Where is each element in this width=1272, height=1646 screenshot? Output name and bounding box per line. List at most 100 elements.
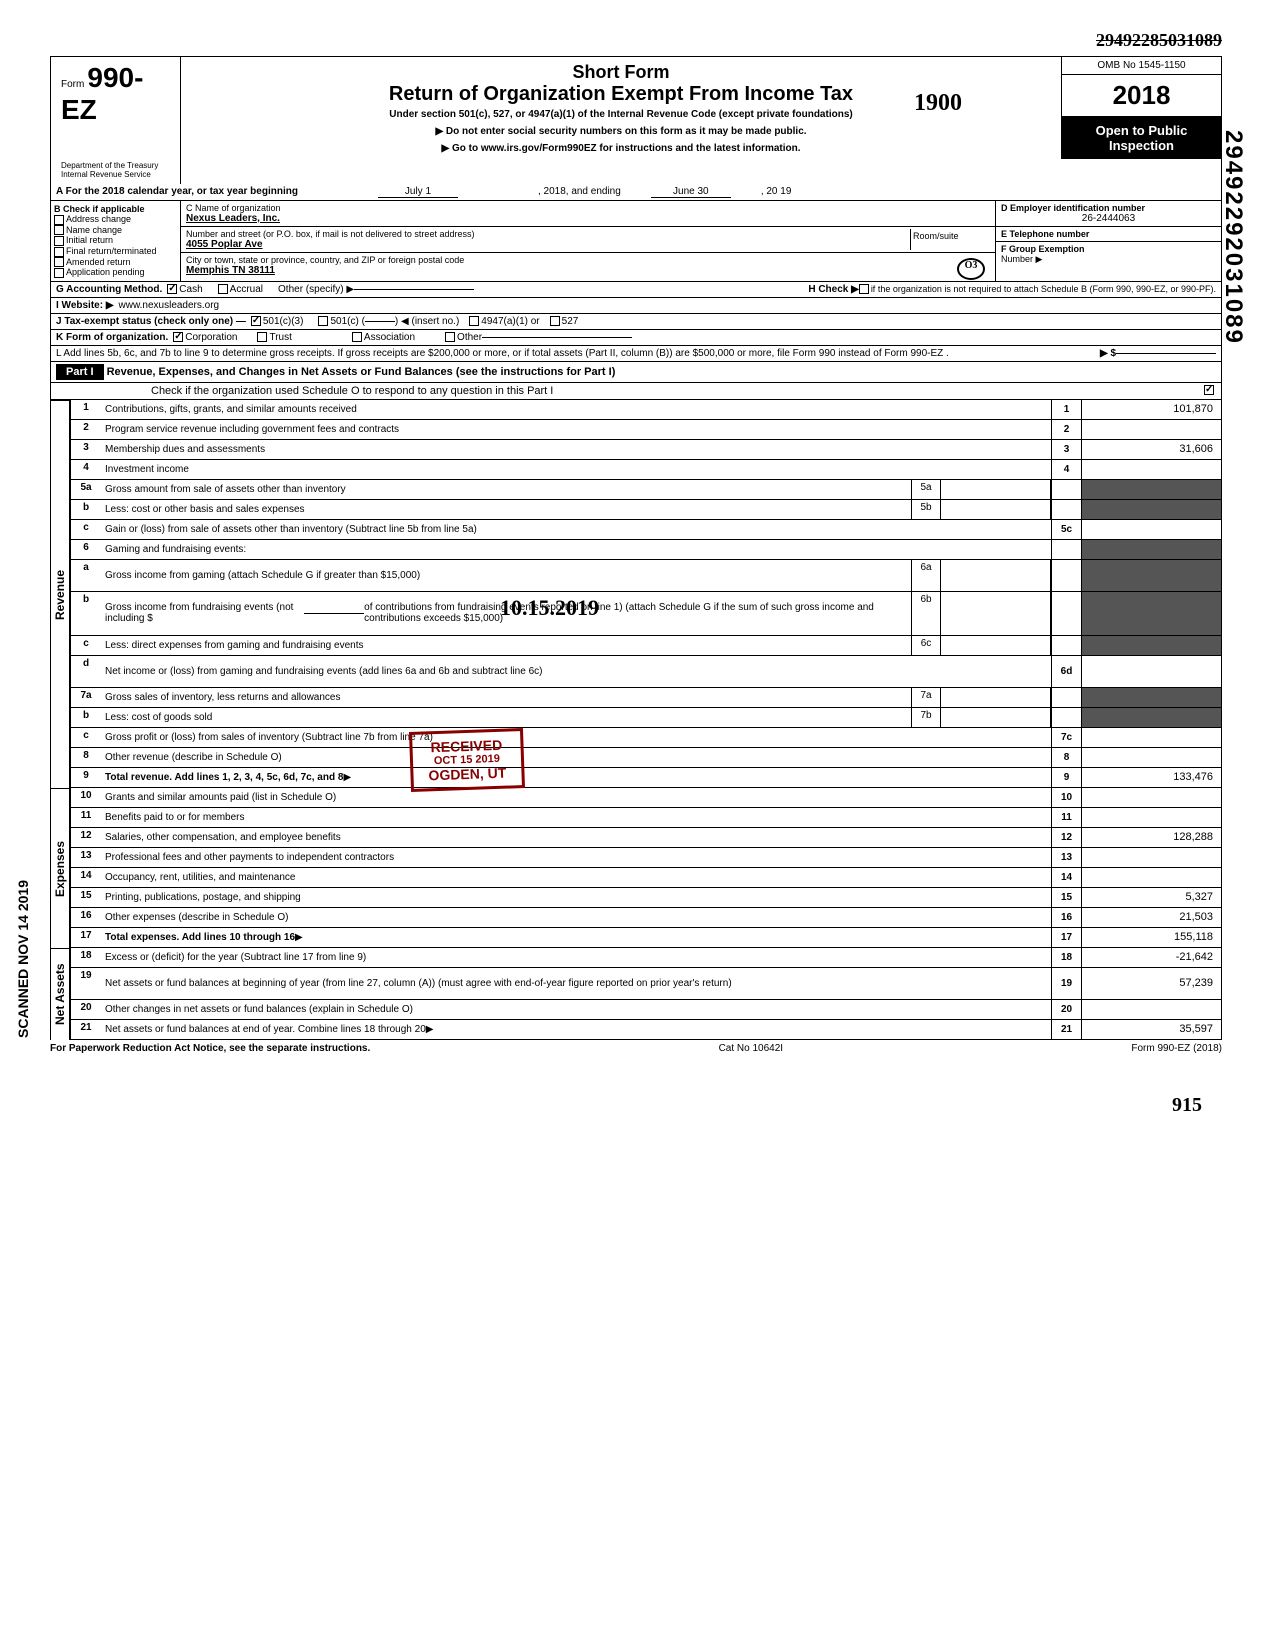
line-3-desc: Membership dues and assessments — [101, 440, 1051, 459]
line-g-h: G Accounting Method. Cash Accrual Other … — [50, 281, 1222, 298]
line-8-desc: Other revenue (describe in Schedule O) — [101, 748, 1051, 767]
line-6d-desc: Net income or (loss) from gaming and fun… — [101, 656, 1051, 687]
expenses-section: Expenses 10Grants and similar amounts pa… — [50, 788, 1222, 948]
l-text: L Add lines 5b, 6c, and 7b to line 9 to … — [56, 348, 949, 359]
assoc-checkbox[interactable] — [352, 332, 362, 342]
header-center: Short Form Return of Organization Exempt… — [181, 57, 1061, 159]
c-addr-cell: Number and street (or P.O. box, if mail … — [181, 227, 995, 253]
handwritten-o3: O3 — [957, 258, 985, 280]
org-name: Nexus Leaders, Inc. — [186, 213, 990, 224]
501c-checkbox[interactable] — [318, 316, 328, 326]
line-a-begin: July 1 — [378, 186, 458, 198]
line-11-desc: Benefits paid to or for members — [101, 808, 1051, 827]
line-a-label: A For the 2018 calendar year, or tax yea… — [56, 186, 298, 198]
net-assets-label: Net Assets — [50, 948, 70, 1040]
room-suite: Room/suite — [910, 229, 990, 250]
f-label: F Group Exemption — [1001, 244, 1216, 254]
header-right: OMB No 1545-1150 2018 Open to Public Ins… — [1061, 57, 1221, 159]
line-6a-desc: Gross income from gaming (attach Schedul… — [101, 560, 911, 591]
d-cell: D Employer identification number 26-2444… — [996, 201, 1221, 227]
footer-left: For Paperwork Reduction Act Notice, see … — [50, 1043, 370, 1054]
line-12-desc: Salaries, other compensation, and employ… — [101, 828, 1051, 847]
4947-checkbox[interactable] — [469, 316, 479, 326]
c-city-cell: City or town, state or province, country… — [181, 253, 995, 278]
header-sub: Under section 501(c), 527, or 4947(a)(1)… — [186, 109, 1056, 120]
b-item[interactable]: Amended return — [54, 257, 177, 268]
line-6d-val — [1081, 656, 1221, 687]
form-header: Form 990-EZ Department of the Treasury I… — [50, 56, 1222, 184]
part1-header-row: Part I Revenue, Expenses, and Changes in… — [50, 362, 1222, 383]
f-cell: F Group Exemption Number ▶ — [996, 242, 1221, 267]
b-item[interactable]: Application pending — [54, 267, 177, 278]
org-address: 4055 Poplar Ave — [186, 239, 910, 250]
col-def: D Employer identification number 26-2444… — [996, 201, 1221, 281]
line-a: A For the 2018 calendar year, or tax yea… — [50, 184, 1222, 201]
line-9-desc: Total revenue. Add lines 1, 2, 3, 4, 5c,… — [101, 768, 1051, 787]
vertical-scanned-left: SCANNED NOV 14 2019 — [15, 880, 31, 1038]
line-a-end: June 30 — [651, 186, 731, 198]
line-19-val: 57,239 — [1081, 968, 1221, 999]
other-checkbox[interactable] — [445, 332, 455, 342]
omb-number: OMB No 1545-1150 — [1062, 57, 1221, 75]
line-18-val: -21,642 — [1081, 948, 1221, 967]
part1-title: Revenue, Expenses, and Changes in Net As… — [107, 366, 616, 378]
b-item[interactable]: Address change — [54, 214, 177, 225]
trust-checkbox[interactable] — [257, 332, 267, 342]
l-arrow: ▶ $ — [1100, 348, 1116, 359]
section-bcdef: B Check if applicable Address change Nam… — [50, 201, 1222, 281]
h-text: if the organization is not required to a… — [871, 284, 1216, 294]
line-j: J Tax-exempt status (check only one) — 5… — [50, 314, 1222, 330]
line-12-val: 128,288 — [1081, 828, 1221, 847]
b-item[interactable]: Name change — [54, 225, 177, 236]
part1-check-row: Check if the organization used Schedule … — [50, 383, 1222, 400]
cash-checkbox[interactable] — [167, 284, 177, 294]
bottom-handwritten-number: 915 — [1172, 1094, 1202, 1117]
line-5c-desc: Gain or (loss) from sale of assets other… — [101, 520, 1051, 539]
line-5a-desc: Gross amount from sale of assets other t… — [101, 480, 911, 499]
line-5b-desc: Less: cost or other basis and sales expe… — [101, 500, 911, 519]
title-short-form: Short Form — [186, 62, 1056, 83]
line-9-val: 133,476 — [1081, 768, 1221, 787]
c-name-label: C Name of organization — [186, 203, 990, 213]
line-7c-desc: Gross profit or (loss) from sales of inv… — [101, 728, 1051, 747]
b-item[interactable]: Final return/terminated — [54, 246, 177, 257]
form-number: 990-EZ — [61, 62, 143, 125]
line-14-desc: Occupancy, rent, utilities, and maintena… — [101, 868, 1051, 887]
form-page: 29492292031089 SCANNED NOV 14 2019 29492… — [50, 30, 1222, 1057]
vertical-code-right: 29492292031089 — [1219, 130, 1247, 345]
527-checkbox[interactable] — [550, 316, 560, 326]
top-crossed-number: 29492285031089 — [50, 30, 1222, 51]
dept-line1: Department of the Treasury — [61, 161, 170, 170]
col-b: B Check if applicable Address change Nam… — [51, 201, 181, 281]
line-16-desc: Other expenses (describe in Schedule O) — [101, 908, 1051, 927]
c-addr-label: Number and street (or P.O. box, if mail … — [186, 229, 910, 239]
footer-right: Form 990-EZ (2018) — [1131, 1043, 1222, 1054]
accrual-checkbox[interactable] — [218, 284, 228, 294]
c-city-label: City or town, state or province, country… — [186, 255, 990, 265]
col-c: C Name of organization Nexus Leaders, In… — [181, 201, 996, 281]
expenses-label: Expenses — [50, 788, 70, 948]
j-label: J Tax-exempt status (check only one) — — [56, 316, 246, 327]
b-item[interactable]: Initial return — [54, 235, 177, 246]
schedule-o-checkbox[interactable] — [1204, 385, 1214, 395]
line-3-val: 31,606 — [1081, 440, 1221, 459]
corp-checkbox[interactable] — [173, 332, 183, 342]
line-7b-desc: Less: cost of goods sold — [101, 708, 911, 727]
ein-value: 26-2444063 — [1001, 213, 1216, 224]
line-15-val: 5,327 — [1081, 888, 1221, 907]
line-21-val: 35,597 — [1081, 1020, 1221, 1039]
line-1-val: 101,870 — [1081, 400, 1221, 419]
line-6b-desc: Gross income from fundraising events (no… — [101, 592, 911, 635]
form-number-cell: Form 990-EZ Department of the Treasury I… — [51, 57, 181, 184]
header-warn: ▶ Do not enter social security numbers o… — [186, 126, 1056, 137]
part1-check-text: Check if the organization used Schedule … — [151, 385, 553, 397]
h-checkbox[interactable] — [859, 284, 869, 294]
line-7a-desc: Gross sales of inventory, less returns a… — [101, 688, 911, 707]
501c3-checkbox[interactable] — [251, 316, 261, 326]
b-header: B Check if applicable — [54, 204, 177, 214]
org-city: Memphis TN 38111 — [186, 265, 990, 276]
line-7c-val — [1081, 728, 1221, 747]
line-4-val — [1081, 460, 1221, 479]
line-4-desc: Investment income — [101, 460, 1051, 479]
line-10-desc: Grants and similar amounts paid (list in… — [101, 788, 1051, 807]
